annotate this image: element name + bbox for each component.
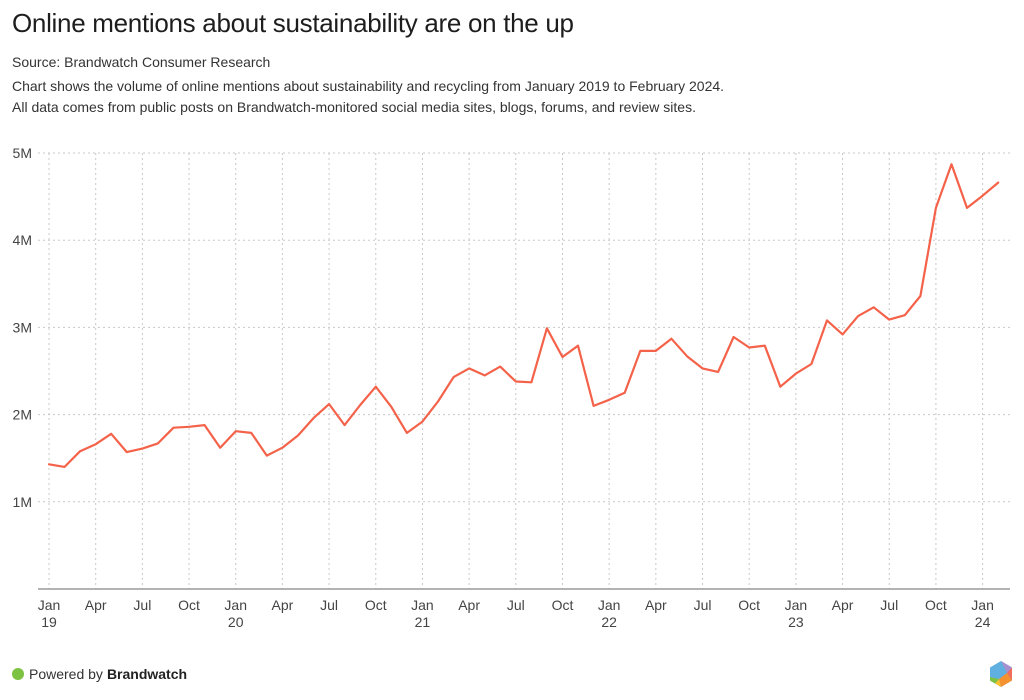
x-tick-label: Oct <box>925 597 947 613</box>
powered-by-label: Powered by <box>29 666 103 682</box>
x-tick-label: Apr <box>645 597 667 613</box>
x-tick-label: Jan <box>38 597 61 613</box>
x-tick-label: Jan <box>224 597 247 613</box>
x-gridlines <box>48 153 984 589</box>
x-tick-label: Apr <box>272 597 294 613</box>
x-tick-label: Jan <box>785 597 808 613</box>
x-tick-year-label: 23 <box>788 614 804 630</box>
x-tick-label: Jan <box>971 597 994 613</box>
chart-source: Source: Brandwatch Consumer Research <box>12 54 271 70</box>
y-tick-label: 4M <box>13 232 32 248</box>
chart-title: Online mentions about sustainability are… <box>12 8 574 38</box>
x-tick-year-label: 24 <box>975 614 991 630</box>
x-tick-year-label: 19 <box>41 614 57 630</box>
x-tick-label: Jan <box>411 597 434 613</box>
description-line: Chart shows the volume of online mention… <box>12 78 725 94</box>
description-line: All data comes from public posts on Bran… <box>12 99 696 115</box>
y-tick-label: 5M <box>13 145 32 161</box>
x-tick-label: Apr <box>85 597 107 613</box>
x-tick-label: Jul <box>507 597 525 613</box>
powered-by-footer: Powered by Brandwatch <box>12 666 187 682</box>
y-tick-label: 3M <box>13 319 32 335</box>
x-tick-year-label: 21 <box>415 614 431 630</box>
x-tick-year-label: 22 <box>601 614 617 630</box>
x-tick-label: Oct <box>738 597 760 613</box>
y-tick-label: 2M <box>13 407 32 423</box>
x-tick-label: Oct <box>552 597 574 613</box>
x-tick-label: Apr <box>832 597 854 613</box>
x-tick-label: Oct <box>365 597 387 613</box>
x-tick-label: Jul <box>694 597 712 613</box>
x-tick-label: Jul <box>320 597 338 613</box>
y-axis-labels: 1M 2M 3M 4M 5M <box>13 145 32 510</box>
x-tick-label: Jul <box>880 597 898 613</box>
series-line <box>47 163 1000 468</box>
y-gridlines <box>38 152 1010 503</box>
brand-name: Brandwatch <box>106 666 188 682</box>
x-tick-label: Oct <box>178 597 200 613</box>
series-layer <box>47 163 1000 468</box>
x-tick-label: Jul <box>133 597 151 613</box>
chart-description: Chart shows the volume of online mention… <box>12 76 724 118</box>
y-tick-label: 1M <box>13 494 32 510</box>
brandwatch-logo-icon[interactable] <box>988 660 1014 688</box>
x-tick-year-label: 20 <box>228 614 244 630</box>
status-dot-icon <box>12 668 24 680</box>
x-tick-label: Jan <box>598 597 621 613</box>
x-tick-label: Apr <box>458 597 480 613</box>
